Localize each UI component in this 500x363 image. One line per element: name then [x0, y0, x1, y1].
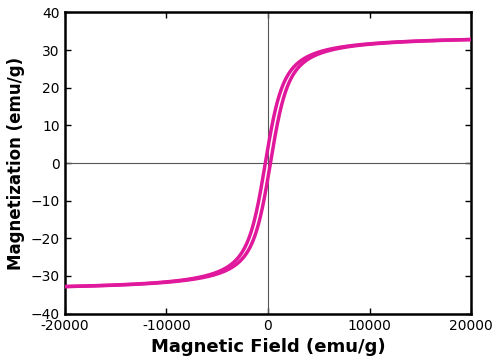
X-axis label: Magnetic Field (emu/g): Magnetic Field (emu/g)	[150, 338, 385, 356]
Y-axis label: Magnetization (emu/g): Magnetization (emu/g)	[7, 57, 25, 270]
